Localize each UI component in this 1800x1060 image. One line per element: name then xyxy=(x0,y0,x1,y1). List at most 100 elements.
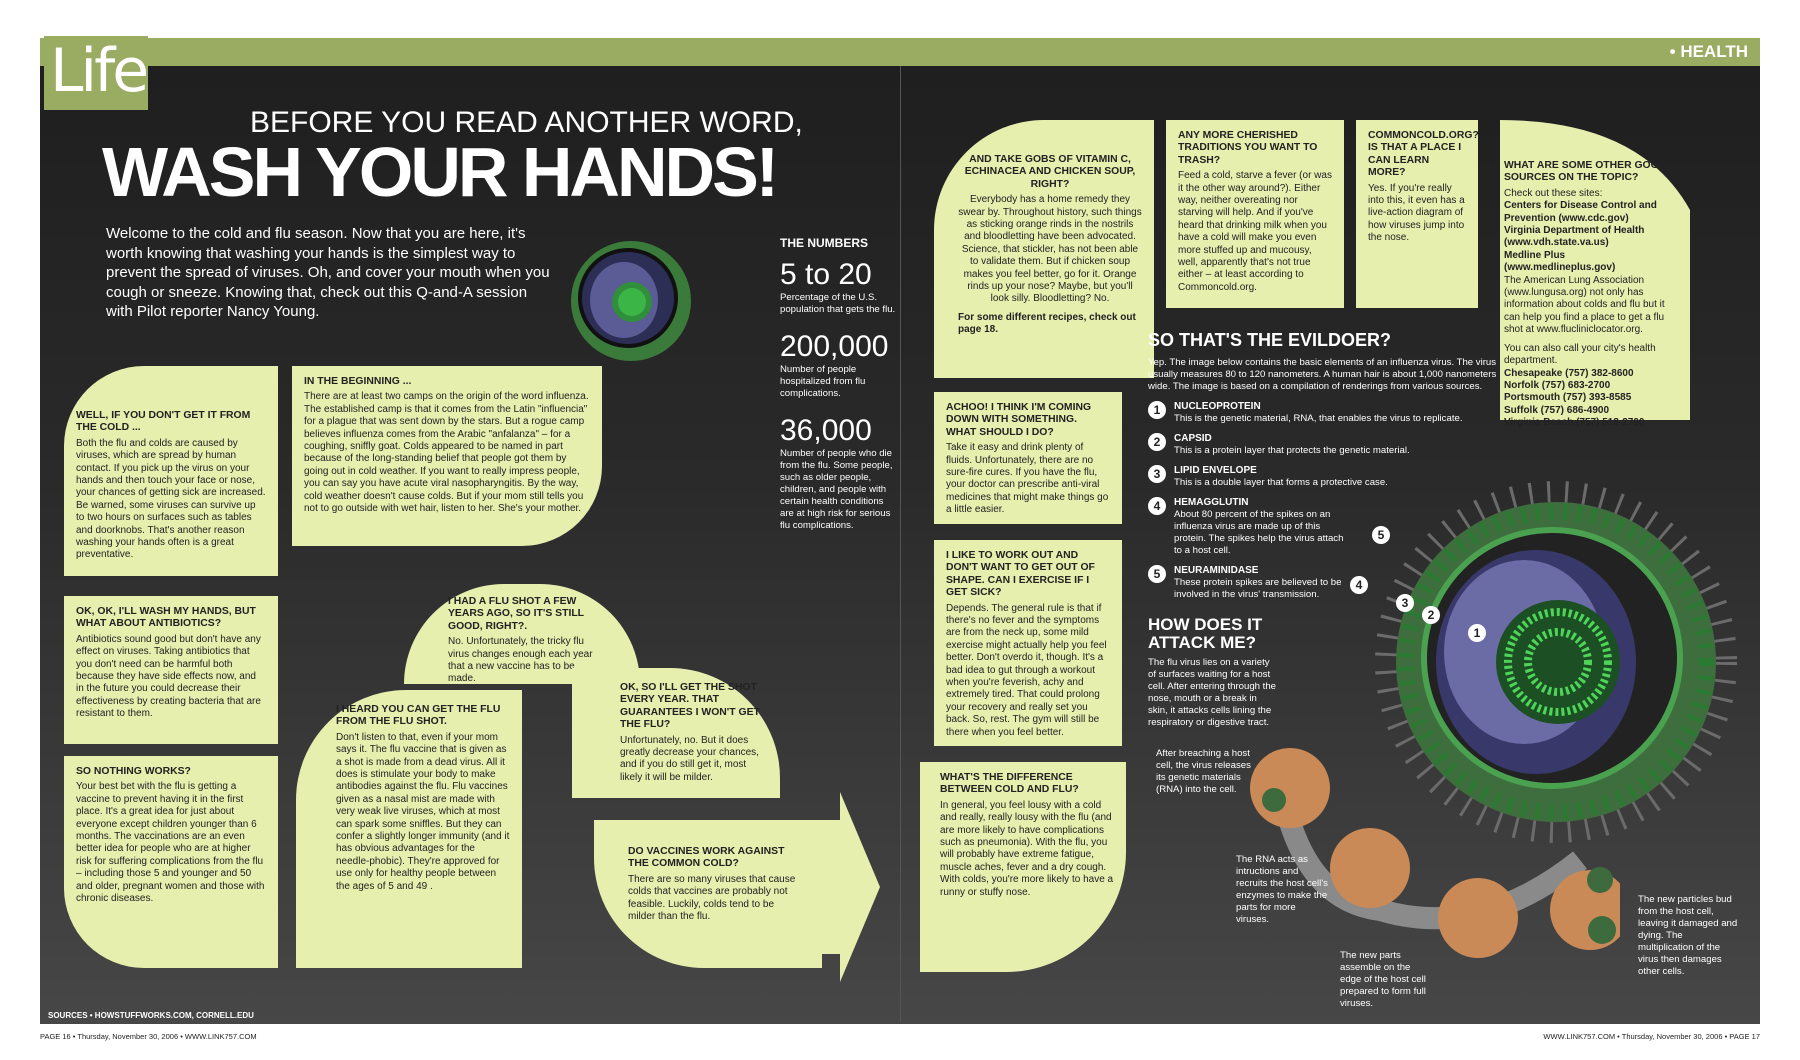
influenza-virus-icon xyxy=(571,241,691,361)
qa-vaccines-answer: There are so many viruses that cause col… xyxy=(628,873,796,923)
qa-nothing-question: SO NOTHING WORKS? xyxy=(76,766,191,777)
qa-workout-answer: Depends. The general rule is that if the… xyxy=(946,602,1107,738)
evildoer-section: SO THAT'S THE EVILDOER? Yep. The image b… xyxy=(1148,330,1518,609)
evildoer-intro: Yep. The image below contains the basic … xyxy=(1148,357,1497,392)
number-value: 200,000 xyxy=(780,330,889,363)
qa-cold-answer: Both the flu and colds are caused by vir… xyxy=(76,437,266,561)
part-name: HEMAGGLUTIN xyxy=(1174,497,1249,508)
qa-achoo-answer: Take it easy and drink plenty of fluids.… xyxy=(946,442,1109,516)
intro-text: Welcome to the cold and flu season. Now … xyxy=(106,225,550,320)
virus-part: 1 NUCLEOPROTEIN This is the genetic materi… xyxy=(1148,401,1518,425)
sources-call: You can also call your city's health dep… xyxy=(1504,342,1656,367)
attack-step: After breaching a host cell, the virus r… xyxy=(1156,748,1251,795)
qa-nothing: SO NOTHING WORKS? Your best bet with the… xyxy=(64,756,278,968)
part-name: NUCLEOPROTEIN xyxy=(1174,401,1261,412)
qa-beginning-answer: There are at least two camps on the orig… xyxy=(304,391,589,515)
qa-beginning: IN THE BEGINNING ... There are at least … xyxy=(292,366,602,546)
qa-sources-question: WHAT ARE SOME OTHER GOOD SOURCES ON THE … xyxy=(1504,160,1667,184)
part-text: This is a double layer that forms a prot… xyxy=(1174,477,1388,488)
qa-flushot-question: I HEARD YOU CAN GET THE FLU FROM THE FLU… xyxy=(336,704,501,728)
number-value: 5 to 20 xyxy=(780,258,872,291)
virus-part: 3 LIPID ENVELOPE This is a double layer th… xyxy=(1148,465,1518,489)
qa-antibiotics-answer: Antibiotics sound good but don't have an… xyxy=(76,633,261,720)
part-text: These protein spikes are believed to be … xyxy=(1174,577,1342,600)
part-name: CAPSID xyxy=(1174,433,1212,444)
qa-difference-answer: In general, you feel lousy with a cold a… xyxy=(940,799,1114,898)
qa-antibiotics: OK, OK, I'LL WASH MY HANDS, BUT WHAT ABO… xyxy=(64,596,278,744)
sources-line: SOURCES • HOWSTUFFWORKS.COM, CORNELL.EDU xyxy=(48,1011,254,1020)
qa-achoo: ACHOO! I THINK I'M COMING DOWN WITH SOME… xyxy=(934,392,1122,524)
footer-left: PAGE 16 • Thursday, November 30, 2006 • … xyxy=(40,1032,257,1041)
part-number: 5 xyxy=(1148,565,1166,583)
headline-title: WASH YOUR HANDS! xyxy=(102,133,779,211)
part-number: 2 xyxy=(1148,433,1166,451)
attack-step: The new particles bud from the host cell… xyxy=(1638,894,1738,977)
part-text: This is the genetic material, RNA, that … xyxy=(1174,413,1463,424)
phone-item: Portsmouth (757) 393-8585 xyxy=(1504,392,1632,404)
qa-flushot-answer: Don't listen to that, even if your mom s… xyxy=(336,731,510,892)
qa-fewyears-question: I HAD A FLU SHOT A FEW YEARS AGO, SO IT'… xyxy=(448,596,584,632)
attack-section: HOW DOES IT ATTACK ME? The flu virus lie… xyxy=(1148,616,1278,729)
qa-vaccines-question: DO VACCINES WORK AGAINST THE COMMON COLD… xyxy=(628,846,785,870)
qa-cold: WELL, IF YOU DON'T GET IT FROM THE COLD … xyxy=(64,366,278,576)
part-text: About 80 percent of the spikes on an inf… xyxy=(1174,509,1344,556)
host-cell-icon xyxy=(1250,748,1620,958)
qa-traditions-question: ANY MORE CHERISHED TRADITIONS YOU WANT T… xyxy=(1178,130,1318,166)
diagram-label-5: 5 xyxy=(1372,526,1390,544)
part-number: 4 xyxy=(1148,497,1166,515)
qa-everyyear-question: OK, SO I'LL GET THE SHOT EVERY YEAR. THA… xyxy=(620,682,760,731)
qa-nothing-answer: Your best bet with the flu is getting a … xyxy=(76,781,265,905)
qa-flushot: I HEARD YOU CAN GET THE FLU FROM THE FLU… xyxy=(296,690,522,968)
numbers-heading: THE NUMBERS xyxy=(780,236,869,250)
virus-part: 4 HEMAGGLUTIN About 80 percent of the spik… xyxy=(1148,497,1354,557)
attack-step: The new parts assemble on the edge of th… xyxy=(1340,950,1426,1009)
qa-everyyear: OK, SO I'LL GET THE SHOT EVERY YEAR. THA… xyxy=(572,668,780,798)
phone-item: Chesapeake (757) 382-8600 xyxy=(1504,367,1634,379)
virus-part: 2 CAPSID This is a protein layer that prot… xyxy=(1148,433,1518,457)
qa-workout: I LIKE TO WORK OUT AND DON'T WANT TO GET… xyxy=(934,540,1122,746)
page-gutter xyxy=(900,66,901,1022)
source-item: Centers for Disease Control and Preventi… xyxy=(1504,200,1657,224)
source-item: Medline Plus (www.medlineplus.gov) xyxy=(1504,249,1616,274)
section-label: • HEALTH xyxy=(1669,42,1748,61)
diagram-label-3: 3 xyxy=(1396,594,1414,612)
qa-difference-question: WHAT'S THE DIFFERENCE BETWEEN COLD AND F… xyxy=(940,772,1079,796)
qa-fewyears-answer: No. Unfortunately, the tricky flu virus … xyxy=(448,636,593,685)
qa-commoncold-question: COMMONCOLD.ORG? IS THAT A PLACE I CAN LE… xyxy=(1368,130,1479,179)
phone-item: Norfolk (757) 683-2700 xyxy=(1504,379,1611,391)
qa-cold-question: WELL, IF YOU DON'T GET IT FROM THE COLD … xyxy=(76,410,251,434)
qa-traditions-answer: Feed a cold, starve a fever (or was it t… xyxy=(1178,170,1332,293)
qa-vitamin-note: For some different recipes, check out pa… xyxy=(958,311,1136,336)
qa-achoo-question: ACHOO! I THINK I'M COMING DOWN WITH SOME… xyxy=(946,402,1092,438)
diagram-label-4: 4 xyxy=(1350,576,1368,594)
diagram-label-2: 2 xyxy=(1422,606,1440,624)
phone-item: Suffolk (757) 686-4900 xyxy=(1504,404,1610,416)
number-text: Percentage of the U.S. population that g… xyxy=(780,292,896,315)
qa-traditions: ANY MORE CHERISHED TRADITIONS YOU WANT T… xyxy=(1166,120,1344,308)
influenza-virus-diagram xyxy=(1375,481,1737,843)
qa-workout-question: I LIKE TO WORK OUT AND DON'T WANT TO GET… xyxy=(946,550,1095,599)
number-text: Number of people hospitalized from flu c… xyxy=(780,364,866,399)
qa-sources: WHAT ARE SOME OTHER GOOD SOURCES ON THE … xyxy=(1492,120,1688,428)
qa-difference: WHAT'S THE DIFFERENCE BETWEEN COLD AND F… xyxy=(920,762,1126,972)
qa-commoncold: COMMONCOLD.ORG? IS THAT A PLACE I CAN LE… xyxy=(1356,120,1479,308)
qa-vitamin: AND TAKE GOBS OF VITAMIN C, ECHINACEA AN… xyxy=(934,120,1154,378)
footer-right: WWW.LINK757.COM • Thursday, November 30,… xyxy=(1543,1032,1760,1041)
top-band xyxy=(40,38,1760,66)
part-name: LIPID ENVELOPE xyxy=(1174,465,1257,476)
number-text: Number of people who die from the flu. S… xyxy=(780,448,893,531)
arrow-shape xyxy=(820,792,880,982)
part-text: This is a protein layer that protects th… xyxy=(1174,445,1410,456)
evildoer-title: SO THAT'S THE EVILDOER? xyxy=(1148,330,1391,350)
attack-text: The flu virus lies on a variety of surfa… xyxy=(1148,657,1276,728)
qa-antibiotics-question: OK, OK, I'LL WASH MY HANDS, BUT WHAT ABO… xyxy=(76,606,256,630)
qa-vitamin-answer: Everybody has a home remedy they swear b… xyxy=(958,194,1142,305)
source-item: The American Lung Association (www.lungu… xyxy=(1504,274,1665,336)
part-name: NEURAMINIDASE xyxy=(1174,565,1259,576)
part-number: 3 xyxy=(1148,465,1166,483)
diagram-label-1: 1 xyxy=(1468,624,1486,642)
qa-everyyear-answer: Unfortunately, no. But it does greatly d… xyxy=(620,734,759,783)
number-value: 36,000 xyxy=(780,414,872,447)
virus-part: 5 NEURAMINIDASE These protein spikes are b… xyxy=(1148,565,1354,601)
